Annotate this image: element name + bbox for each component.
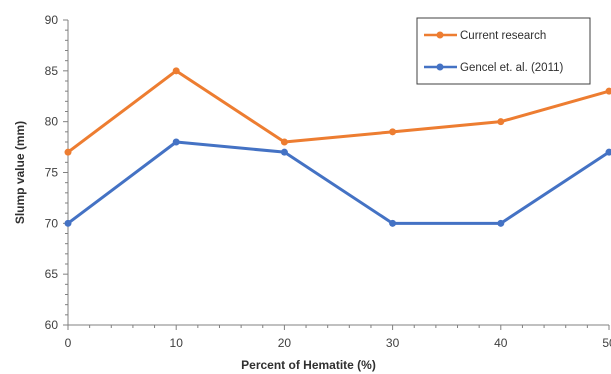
data-point [497,219,505,227]
data-point [389,219,397,227]
x-tick-label: 0 [65,336,72,350]
legend-label: Current research [460,30,546,42]
x-tick-label: 50 [602,336,611,350]
y-tick-label: 90 [45,13,59,27]
legend: Current research Gencel et. al. (2011) [416,17,591,85]
x-axis-title: Percent of Hematite (%) [241,358,376,372]
legend-entry-current-research: Current research [424,30,546,42]
y-tick-label: 85 [45,64,59,78]
data-point [172,67,180,75]
x-tick-label: 20 [278,336,292,350]
y-tick-label: 80 [45,115,59,129]
data-point [172,138,180,146]
x-tick-label: 10 [170,336,184,350]
y-tick-label: 65 [45,267,59,281]
y-tick-label: 70 [45,216,59,230]
data-point [389,128,397,136]
data-point [605,148,611,156]
series-layer [64,67,611,227]
y-tick-label: 75 [45,166,59,180]
y-axis-title: Slump value (mm) [13,121,27,224]
data-point [64,219,72,227]
data-point [497,118,505,126]
legend-label: Gencel et. al. (2011) [460,62,564,74]
data-point [280,138,288,146]
x-tick-label: 30 [386,336,400,350]
y-axis: 60 65 70 75 80 85 90 Slump value (mm) [13,13,69,332]
x-tick-label: 40 [494,336,508,350]
series-gencel-et-al-2011 [64,138,611,227]
series-line [67,69,610,154]
x-axis: 0 10 20 30 40 50 Percent of Hematite (%) [65,324,611,372]
data-point [280,148,288,156]
data-point [605,87,611,95]
data-point [64,148,72,156]
series-current-research [64,67,611,156]
legend-entry-gencel-2011: Gencel et. al. (2011) [424,62,564,74]
series-line [67,140,610,225]
legend-box [416,17,591,85]
y-tick-label: 60 [45,318,59,332]
